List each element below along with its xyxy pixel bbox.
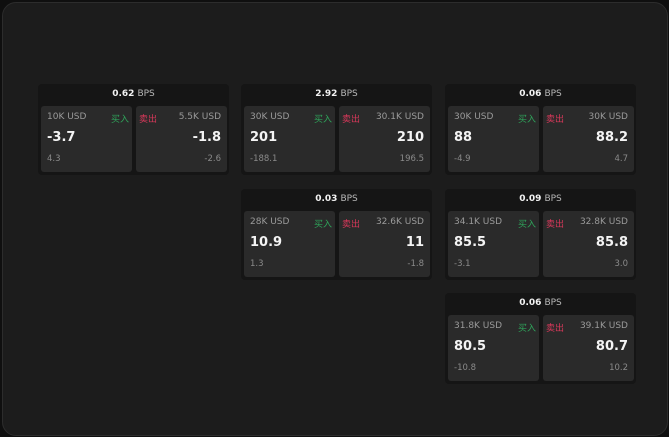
sell-label: 卖出 [546, 324, 565, 334]
sell-price: -1.8 [192, 130, 221, 145]
spread-header: 0.06 BPS [445, 293, 636, 314]
buy-size: 30K USD [250, 112, 290, 122]
sell-label: 卖出 [342, 220, 361, 230]
sell-change: 10.2 [609, 363, 628, 373]
spread-unit: BPS [544, 194, 562, 204]
sell-size: 32.6K USD [375, 217, 424, 227]
sell-change: -1.8 [407, 259, 424, 269]
spread-header: 0.03 BPS [241, 189, 432, 210]
sell-button[interactable]: 39.1K USD 卖出 80.7 10.2 [543, 315, 634, 381]
sell-button[interactable]: 32.8K USD 卖出 85.8 3.0 [543, 211, 634, 277]
buy-change: -188.1 [250, 154, 278, 164]
sell-label: 卖出 [342, 115, 361, 125]
sell-size: 32.8K USD [579, 217, 628, 227]
sell-change: 196.5 [399, 154, 424, 164]
sell-label: 卖出 [546, 115, 565, 125]
trade-widget: 2.92 BPS 30K USD 买入 201 -188.1 30.1K USD … [241, 84, 432, 175]
buy-label: 买入 [517, 220, 536, 230]
spread-unit: BPS [544, 89, 562, 99]
sell-price: 88.2 [595, 130, 628, 145]
buy-price: -3.7 [47, 130, 76, 145]
buy-size: 34.1K USD [454, 217, 503, 227]
spread-header: 0.06 BPS [445, 84, 636, 105]
spread-unit: BPS [544, 298, 562, 308]
buy-price: 88 [454, 130, 473, 145]
buy-price: 201 [250, 130, 278, 145]
buy-change: -3.1 [454, 259, 471, 269]
buy-button[interactable]: 28K USD 买入 10.9 1.3 [244, 211, 335, 277]
buy-change: -4.9 [454, 154, 471, 164]
buy-button[interactable]: 30K USD 买入 201 -188.1 [244, 106, 335, 172]
sell-label: 卖出 [139, 115, 158, 125]
buy-change: 4.3 [47, 154, 61, 164]
buy-button[interactable]: 30K USD 买入 88 -4.9 [448, 106, 539, 172]
buy-size: 31.8K USD [454, 321, 503, 331]
spread-header: 0.62 BPS [38, 84, 229, 105]
buy-label: 买入 [517, 324, 536, 334]
spread-header: 2.92 BPS [241, 84, 432, 105]
sell-size: 30K USD [588, 112, 628, 122]
spread-unit: BPS [340, 89, 358, 99]
quote-cells: 10K USD 买入 -3.7 4.3 5.5K USD 卖出 -1.8 -2.… [41, 106, 227, 172]
sell-price: 210 [396, 130, 424, 145]
buy-change: -10.8 [454, 363, 476, 373]
trade-widget: 0.62 BPS 10K USD 买入 -3.7 4.3 5.5K USD 卖出 … [38, 84, 229, 175]
buy-button[interactable]: 31.8K USD 买入 80.5 -10.8 [448, 315, 539, 381]
sell-size: 5.5K USD [178, 112, 221, 122]
spread-unit: BPS [137, 89, 155, 99]
buy-size: 30K USD [454, 112, 494, 122]
quote-cells: 31.8K USD 买入 80.5 -10.8 39.1K USD 卖出 80.… [448, 315, 634, 381]
buy-change: 1.3 [250, 259, 264, 269]
quote-cells: 34.1K USD 买入 85.5 -3.1 32.8K USD 卖出 85.8… [448, 211, 634, 277]
buy-label: 买入 [110, 115, 129, 125]
buy-label: 买入 [517, 115, 536, 125]
buy-price: 85.5 [454, 235, 487, 250]
sell-change: 4.7 [614, 154, 628, 164]
buy-price: 80.5 [454, 339, 487, 354]
spread-value: 0.06 [519, 298, 542, 308]
buy-label: 买入 [313, 220, 332, 230]
sell-price: 85.8 [595, 235, 628, 250]
sell-button[interactable]: 32.6K USD 卖出 11 -1.8 [339, 211, 430, 277]
buy-size: 10K USD [47, 112, 87, 122]
spread-value: 0.03 [315, 194, 338, 204]
spread-value: 0.09 [519, 194, 542, 204]
spread-unit: BPS [340, 194, 358, 204]
sell-size: 39.1K USD [579, 321, 628, 331]
sell-label: 卖出 [546, 220, 565, 230]
buy-button[interactable]: 34.1K USD 买入 85.5 -3.1 [448, 211, 539, 277]
sell-button[interactable]: 30.1K USD 卖出 210 196.5 [339, 106, 430, 172]
sell-button[interactable]: 30K USD 卖出 88.2 4.7 [543, 106, 634, 172]
sell-size: 30.1K USD [375, 112, 424, 122]
sell-price: 11 [405, 235, 424, 250]
trade-widget: 0.06 BPS 31.8K USD 买入 80.5 -10.8 39.1K US… [445, 293, 636, 384]
trade-widget: 0.03 BPS 28K USD 买入 10.9 1.3 32.6K USD 卖出… [241, 189, 432, 280]
quote-cells: 30K USD 买入 88 -4.9 30K USD 卖出 88.2 4.7 [448, 106, 634, 172]
quote-cells: 30K USD 买入 201 -188.1 30.1K USD 卖出 210 1… [244, 106, 430, 172]
spread-value: 2.92 [315, 89, 338, 99]
quote-cells: 28K USD 买入 10.9 1.3 32.6K USD 卖出 11 -1.8 [244, 211, 430, 277]
sell-change: -2.6 [204, 154, 221, 164]
sell-change: 3.0 [614, 259, 628, 269]
spread-value: 0.06 [519, 89, 542, 99]
sell-price: 80.7 [595, 339, 628, 354]
buy-size: 28K USD [250, 217, 290, 227]
spread-header: 0.09 BPS [445, 189, 636, 210]
sell-button[interactable]: 5.5K USD 卖出 -1.8 -2.6 [136, 106, 227, 172]
trade-widget: 0.09 BPS 34.1K USD 买入 85.5 -3.1 32.8K USD… [445, 189, 636, 280]
buy-button[interactable]: 10K USD 买入 -3.7 4.3 [41, 106, 132, 172]
buy-label: 买入 [313, 115, 332, 125]
buy-price: 10.9 [250, 235, 283, 250]
trade-widget: 0.06 BPS 30K USD 买入 88 -4.9 30K USD 卖出 88… [445, 84, 636, 175]
spread-value: 0.62 [112, 89, 135, 99]
